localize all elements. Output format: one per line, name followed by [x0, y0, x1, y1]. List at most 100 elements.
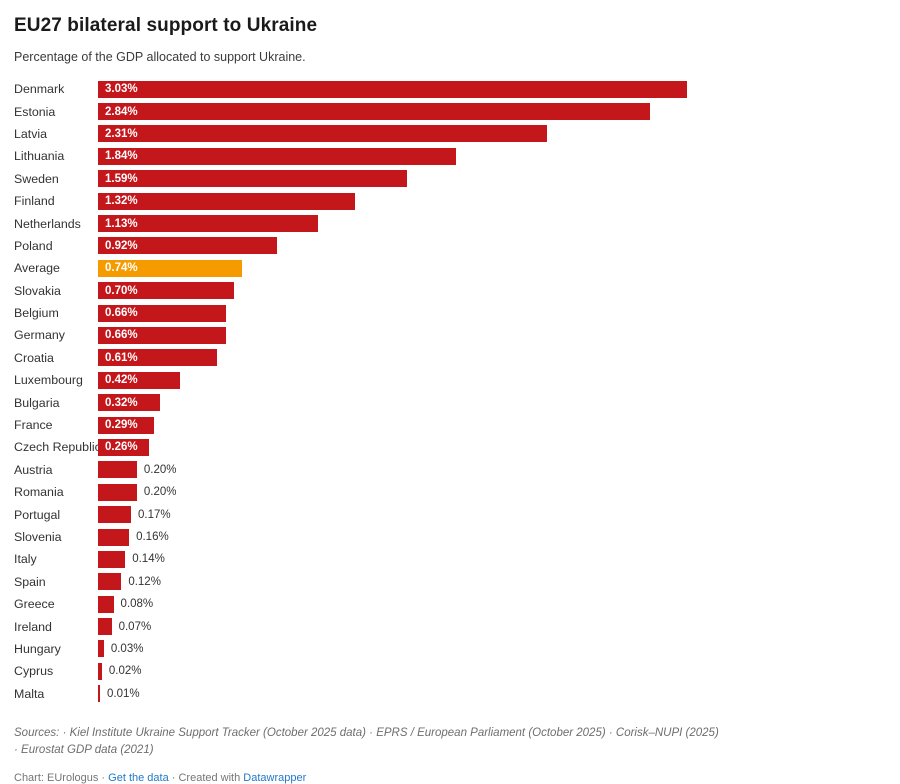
bar-track: 0.26% — [98, 438, 886, 456]
value-label: 0.01% — [107, 687, 140, 700]
bar[interactable]: 0.92% — [98, 237, 277, 255]
bar-track: 0.03% — [98, 640, 886, 658]
chart-row: Croatia 0.61% — [14, 347, 886, 369]
chart-row: Italy 0.14% — [14, 548, 886, 570]
country-label: Slovenia — [14, 530, 62, 544]
bar[interactable]: 0.66% — [98, 326, 227, 344]
bar-track: 3.03% — [98, 80, 886, 98]
bar-highlight[interactable]: 0.74% — [98, 259, 242, 277]
value-label: 2.84% — [105, 105, 138, 118]
bar-track: 0.12% — [98, 573, 886, 591]
bar-track: 0.74% — [98, 259, 886, 277]
sources-line-1: Sources: · Kiel Institute Ukraine Suppor… — [14, 726, 719, 739]
value-label: 0.61% — [105, 351, 138, 364]
bar-track: 1.59% — [98, 170, 886, 188]
bar[interactable] — [98, 685, 100, 703]
bar[interactable]: 3.03% — [98, 80, 687, 98]
bar[interactable]: 0.70% — [98, 282, 235, 300]
chart-row: Belgium 0.66% — [14, 302, 886, 324]
bar-track: 2.84% — [98, 103, 886, 121]
value-label: 0.20% — [143, 463, 177, 476]
country-label: Austria — [14, 462, 53, 477]
country-label: Malta — [14, 686, 45, 701]
bar[interactable]: 0.61% — [98, 349, 217, 367]
country-label: Denmark — [14, 82, 65, 97]
byline-separator: · — [98, 771, 109, 784]
bar-track: 0.07% — [98, 618, 886, 636]
chart-footer: Sources: · Kiel Institute Ukraine Suppor… — [14, 725, 886, 784]
byline: Chart: EUrologus · Get the data · Create… — [14, 772, 886, 784]
chart-row: Greece 0.08% — [14, 593, 886, 615]
value-label: 0.66% — [105, 329, 138, 342]
bar[interactable]: 0.32% — [98, 394, 161, 412]
value-label: 0.20% — [143, 486, 177, 499]
chart-row: Romania 0.20% — [14, 481, 886, 503]
bar-track: 0.17% — [98, 506, 886, 524]
value-label: 0.17% — [138, 508, 171, 521]
bar-track: 0.61% — [98, 349, 886, 367]
bar[interactable]: 0.42% — [98, 371, 180, 389]
country-label: Luxembourg — [14, 373, 83, 388]
chart-row: Luxembourg 0.42% — [14, 369, 886, 391]
country-label: Spain — [14, 574, 46, 589]
datawrapper-link[interactable]: Datawrapper — [243, 771, 307, 784]
bar[interactable] — [98, 662, 102, 680]
value-label: 0.32% — [105, 396, 138, 409]
chart-row: Malta 0.01% — [14, 683, 886, 705]
bar[interactable]: 0.26% — [98, 438, 149, 456]
country-label: Poland — [14, 238, 53, 253]
country-label: Netherlands — [14, 216, 81, 231]
bar[interactable]: 2.31% — [98, 125, 548, 143]
bar[interactable] — [98, 595, 114, 613]
bar-track: 1.84% — [98, 147, 886, 165]
country-label: Belgium — [14, 306, 59, 321]
country-label: Hungary — [14, 641, 61, 656]
chart-row: Latvia 2.31% — [14, 123, 886, 145]
bar[interactable]: 1.13% — [98, 215, 318, 233]
country-label: Ireland — [14, 619, 52, 634]
bar[interactable] — [98, 528, 130, 546]
bar[interactable] — [98, 483, 137, 501]
value-label: 0.07% — [118, 620, 152, 633]
bar[interactable] — [98, 618, 112, 636]
get-the-data-link[interactable]: Get the data — [108, 771, 169, 784]
value-label: 1.32% — [105, 195, 138, 208]
bar[interactable] — [98, 573, 122, 591]
chart-row: Netherlands 1.13% — [14, 212, 886, 234]
value-label: 1.84% — [105, 150, 138, 163]
bar[interactable]: 2.84% — [98, 103, 651, 121]
country-label: Portugal — [14, 507, 61, 522]
country-label: Cyprus — [14, 664, 54, 679]
value-label: 1.13% — [105, 217, 138, 230]
country-label: Romania — [14, 485, 64, 500]
bar[interactable] — [98, 461, 137, 479]
country-label: Slovakia — [14, 283, 61, 298]
sources: Sources: · Kiel Institute Ukraine Suppor… — [14, 725, 886, 759]
country-label: Average — [14, 261, 60, 276]
value-label: 3.03% — [105, 83, 138, 96]
bar[interactable]: 1.32% — [98, 192, 355, 210]
bar[interactable] — [98, 550, 126, 568]
chart-row: Austria 0.20% — [14, 459, 886, 481]
chart-row: Bulgaria 0.32% — [14, 391, 886, 413]
bar[interactable]: 0.66% — [98, 304, 227, 322]
value-label: 2.31% — [105, 127, 138, 140]
chart-row: France 0.29% — [14, 414, 886, 436]
bar-track: 0.42% — [98, 371, 886, 389]
bar-track: 1.32% — [98, 192, 886, 210]
bar-track: 0.32% — [98, 394, 886, 412]
bar[interactable]: 1.59% — [98, 170, 408, 188]
value-label: 0.74% — [105, 262, 138, 275]
bar[interactable]: 1.84% — [98, 147, 456, 165]
bar[interactable]: 0.29% — [98, 416, 155, 434]
bar[interactable] — [98, 640, 104, 658]
value-label: 0.02% — [108, 665, 142, 678]
value-label: 0.14% — [132, 553, 165, 566]
bar-track: 0.70% — [98, 282, 886, 300]
chart-row: Portugal 0.17% — [14, 503, 886, 525]
bar-track: 2.31% — [98, 125, 886, 143]
value-label: 0.12% — [128, 575, 161, 588]
bar[interactable] — [98, 506, 132, 524]
value-label: 0.08% — [120, 598, 154, 611]
